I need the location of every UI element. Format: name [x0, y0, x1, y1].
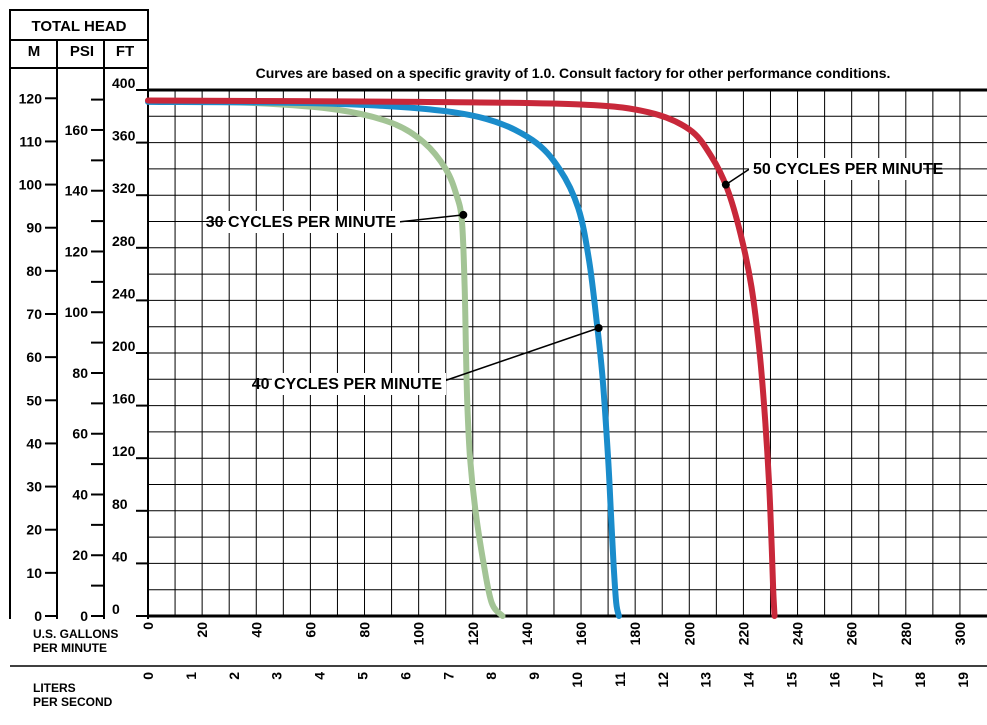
series-line-1 — [145, 97, 506, 619]
m-tick-label: 50 — [26, 392, 42, 408]
lps-tick-label: 5 — [354, 672, 370, 680]
ft-tick-label: 200 — [112, 338, 136, 354]
grid — [148, 90, 987, 616]
ft-tick-label: 400 — [112, 75, 136, 91]
m-tick-label: 80 — [26, 263, 42, 279]
ft-tick-label: 240 — [112, 285, 136, 301]
ft-tick-label: 40 — [112, 548, 128, 564]
annotation-bg-1 — [226, 211, 400, 233]
lps-tick-label: 13 — [698, 672, 714, 688]
psi-tick-label: 40 — [72, 486, 88, 502]
ft-tick-label: 160 — [112, 391, 136, 407]
header-title: TOTAL HEAD — [31, 18, 126, 35]
m-tick-label: 120 — [19, 90, 43, 106]
psi-tick-label: 0 — [80, 608, 88, 624]
annotation-leader-3 — [725, 167, 752, 186]
lps-tick-label: 0 — [140, 672, 156, 680]
lps-tick-label: 8 — [483, 672, 499, 680]
gpm-tick-label: 200 — [681, 622, 697, 646]
gpm-axis-label-line2: PER MINUTE — [33, 641, 107, 655]
psi-tick-label: 80 — [72, 365, 88, 381]
lps-tick-label: 3 — [269, 672, 285, 680]
header-col-m: M — [28, 43, 41, 60]
lps-tick-label: 15 — [783, 672, 799, 688]
psi-tick-label: 160 — [65, 122, 89, 138]
lps-tick-label: 17 — [869, 672, 885, 688]
m-tick-label: 110 — [19, 133, 42, 149]
header-col-psi: PSI — [70, 43, 94, 60]
lps-tick-label: 18 — [912, 672, 928, 688]
m-tick-label: 0 — [34, 608, 42, 624]
ft-tick-label: 280 — [112, 233, 136, 249]
m-tick-label: 90 — [26, 220, 42, 236]
gpm-tick-label: 20 — [194, 622, 210, 638]
lps-axis-label-line2: PER SECOND — [33, 695, 113, 709]
annotation-label-3: 50 CYCLES PER MINUTE — [753, 161, 944, 178]
gpm-tick-label: 140 — [519, 622, 535, 646]
annotation-bg-2 — [272, 373, 446, 395]
lps-tick-label: 9 — [526, 672, 542, 680]
gpm-tick-label: 260 — [844, 622, 860, 646]
m-tick-label: 10 — [26, 565, 42, 581]
annotation-label-1: 30 CYCLES PER MINUTE — [206, 214, 397, 231]
lps-tick-label: 7 — [440, 672, 456, 680]
gpm-tick-label: 60 — [302, 622, 318, 638]
gpm-tick-label: 220 — [735, 622, 751, 646]
lps-axis-label-line1: LITERS — [33, 681, 76, 695]
m-tick-label: 20 — [26, 522, 42, 538]
m-tick-label: 30 — [26, 479, 42, 495]
lps-tick-label: 11 — [612, 672, 628, 687]
gpm-tick-label: 40 — [248, 622, 264, 638]
tick-labels: 0408012016020024028032036040002040608010… — [19, 75, 971, 688]
ft-tick-label: 80 — [112, 496, 128, 512]
lps-tick-label: 4 — [312, 672, 328, 680]
psi-tick-label: 20 — [72, 547, 88, 563]
lps-tick-label: 19 — [955, 672, 971, 688]
series-line-2 — [145, 98, 622, 619]
ft-tick-label: 120 — [112, 443, 136, 459]
gpm-tick-label: 180 — [627, 622, 643, 646]
psi-tick-label: 140 — [65, 183, 89, 199]
lps-tick-label: 6 — [397, 672, 413, 680]
annotations: 30 CYCLES PER MINUTE 40 CYCLES PER MINUTE… — [206, 158, 944, 395]
axes — [148, 88, 987, 618]
lps-tick-label: 14 — [741, 672, 757, 688]
psi-tick-label: 120 — [65, 243, 89, 259]
psi-tick-label: 100 — [65, 304, 89, 320]
chart-note: Curves are based on a specific gravity o… — [256, 65, 891, 81]
gpm-tick-label: 0 — [140, 622, 156, 630]
annotation-leader-2 — [443, 327, 599, 382]
gpm-tick-label: 160 — [573, 622, 589, 646]
series-lines — [145, 97, 778, 619]
m-tick-label: 70 — [26, 306, 42, 322]
header-col-ft: FT — [116, 43, 134, 60]
ft-tick-label: 360 — [112, 128, 136, 144]
lps-tick-label: 2 — [226, 672, 242, 680]
series-line-3 — [145, 97, 778, 619]
gpm-axis-label-line1: U.S. GALLONS — [33, 627, 118, 641]
gpm-tick-label: 120 — [465, 622, 481, 646]
lps-tick-label: 1 — [183, 672, 199, 680]
lps-tick-label: 10 — [569, 672, 585, 688]
annotation-leader-1 — [397, 214, 464, 223]
lps-tick-label: 16 — [826, 672, 842, 688]
gpm-tick-label: 280 — [898, 622, 914, 646]
annotation-bg-3 — [749, 158, 923, 180]
annotation-dot-2 — [594, 324, 603, 333]
ft-tick-label: 320 — [112, 180, 136, 196]
annotation-dot-3 — [721, 180, 730, 189]
m-tick-label: 60 — [26, 349, 42, 365]
psi-tick-label: 60 — [72, 426, 88, 442]
lps-tick-label: 12 — [655, 672, 671, 688]
annotation-dot-1 — [459, 210, 468, 219]
m-tick-label: 40 — [26, 435, 42, 451]
gpm-tick-label: 300 — [952, 622, 968, 646]
gpm-tick-label: 80 — [357, 622, 373, 638]
m-tick-label: 100 — [19, 177, 43, 193]
gpm-tick-label: 240 — [790, 622, 806, 646]
annotation-label-2: 40 CYCLES PER MINUTE — [252, 376, 443, 393]
ft-tick-label: 0 — [112, 601, 120, 617]
gpm-tick-label: 100 — [411, 622, 427, 646]
